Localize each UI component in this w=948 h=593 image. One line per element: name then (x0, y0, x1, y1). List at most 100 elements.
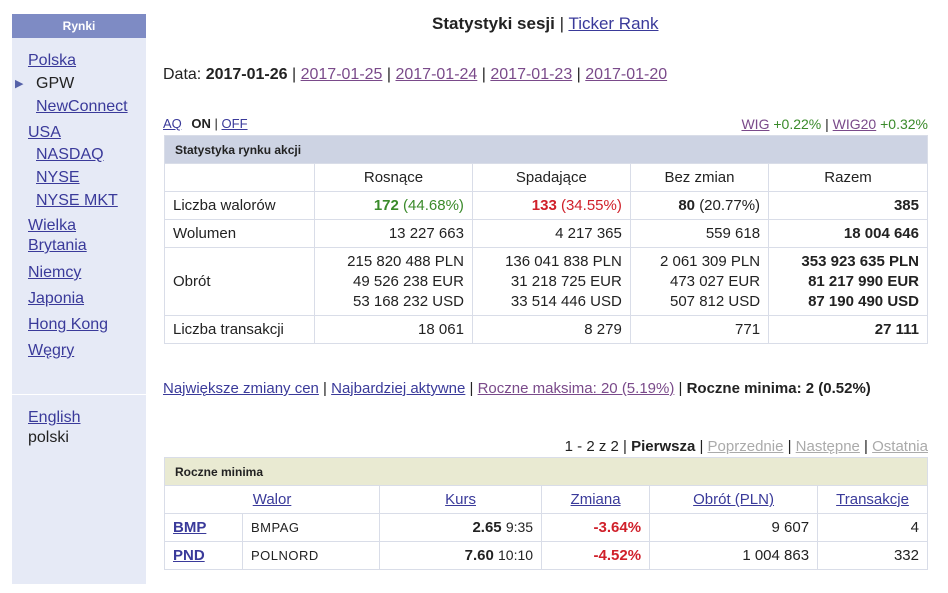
sidebar-item-label: Wielka (28, 217, 77, 234)
row-label: Wolumen (164, 219, 315, 248)
table-row: Obrót 215 820 488 PLN 49 526 238 EUR 53 16… (164, 247, 928, 316)
time: 10:10 (498, 547, 534, 563)
cell-line: 33 514 446 USD (510, 292, 622, 310)
aq-off[interactable]: OFF (221, 116, 248, 131)
table-cell: 4 217 365 (471, 219, 631, 248)
table-cell: 9 607 (649, 513, 819, 542)
row-label: Obrót (164, 247, 315, 316)
cell-line: 507 812 USD (670, 292, 761, 310)
page-title: Statystyki sesji | Ticker Rank (432, 14, 659, 34)
cell-line: 49 526 238 EUR (353, 272, 464, 290)
table-cell: 4 (817, 513, 928, 542)
date-link[interactable]: 2017-01-23 (490, 66, 573, 83)
column-header: Spadające (471, 163, 631, 192)
sidebar-item-nyse[interactable]: NYSE (36, 169, 80, 186)
wig20-link[interactable]: WIG20 (832, 116, 877, 132)
sidebar-item-wielka-brytania[interactable]: Wielka Brytania (28, 216, 87, 256)
wig20-change: +0.32% (880, 116, 928, 132)
active-arrow-icon: ▶ (15, 78, 24, 90)
table-cell: 133 (34.55%) (471, 191, 631, 220)
yearly-min-current: Roczne minima: 2 (0.52%) (686, 380, 871, 397)
table-cell: 7.60 10:10 (379, 541, 543, 570)
column-header: Rosnące (314, 163, 473, 192)
row-label: Liczba walorów (164, 191, 315, 220)
date-link[interactable]: 2017-01-20 (585, 66, 668, 83)
sidebar-item-gpw[interactable]: GPW (36, 75, 75, 92)
table-cell: 559 618 (629, 219, 770, 248)
column-header: Kurs (379, 485, 543, 514)
sidebar-item-niemcy[interactable]: Niemcy (28, 264, 82, 281)
table-cell: 13 227 663 (314, 219, 473, 248)
sidebar-item-japonia[interactable]: Japonia (28, 290, 85, 307)
page-last-link[interactable]: Ostatnia (872, 438, 928, 455)
aq-on[interactable]: ON (191, 116, 211, 131)
column-header: Transakcje (817, 485, 928, 514)
sort-obrot-link[interactable]: Obrót (PLN) (693, 491, 774, 508)
cell-line: 53 168 232 USD (353, 292, 464, 310)
table-cell: 332 (817, 541, 928, 570)
table-header-row: Rosnące Spadające Bez zmian Razem (164, 163, 928, 192)
sidebar-item-wegry[interactable]: Węgry (28, 342, 75, 359)
sort-walor-link[interactable]: Walor (252, 491, 292, 508)
sidebar-item-usa[interactable]: USA (28, 124, 61, 141)
page-prev-link[interactable]: Poprzednie (707, 438, 784, 455)
table-cell: 172 (44.68%) (314, 191, 473, 220)
sidebar-item-nyse-mkt[interactable]: NYSE MKT (36, 192, 118, 209)
ticker-rank-link[interactable]: Ticker Rank (568, 14, 659, 33)
lang-english-link[interactable]: English (28, 409, 81, 426)
table-cell: BMP (164, 513, 243, 542)
ranking-links: Największe zmiany cen | Najbardziej akty… (163, 380, 871, 397)
page-next-link[interactable]: Następne (795, 438, 860, 455)
sidebar-header: Rynki (12, 14, 146, 38)
table-cell: 80 (20.77%) (629, 191, 770, 220)
sidebar-item-nasdaq[interactable]: NASDAQ (36, 146, 104, 163)
stock-name: POLNORD (241, 541, 381, 570)
sort-zmiana-link[interactable]: Zmiana (570, 491, 621, 508)
sidebar-item-hong-kong[interactable]: Hong Kong (28, 316, 109, 333)
table-cell: 215 820 488 PLN 49 526 238 EUR 53 168 232 … (314, 247, 473, 316)
sort-kurs-link[interactable]: Kurs (445, 491, 476, 508)
sort-transakcje-link[interactable]: Transakcje (836, 491, 909, 508)
table-row: PND POLNORD 7.60 10:10 -4.52% 1 004 863 … (164, 541, 928, 570)
table-row: Wolumen 13 227 663 4 217 365 559 618 18 … (164, 219, 928, 248)
index-summary: WIG +0.22% | WIG20 +0.32% (741, 116, 928, 132)
table-header-row: Walor Kurs Zmiana Obrót (PLN) Transakcje (163, 485, 928, 514)
biggest-changes-link[interactable]: Największe zmiany cen (163, 380, 319, 397)
cell-line: 353 923 635 PLN (801, 252, 919, 270)
cell-line: 2 061 309 PLN (659, 252, 761, 270)
yearly-max-link[interactable]: Roczne maksima: 20 (5.19%) (477, 380, 675, 397)
date-link[interactable]: 2017-01-25 (300, 66, 383, 83)
cell-count: 80 (678, 197, 696, 214)
column-header: Bez zmian (629, 163, 770, 192)
sidebar-item-newconnect[interactable]: NewConnect (36, 98, 128, 115)
price: 7.60 (464, 547, 494, 564)
sidebar-divider (12, 394, 146, 395)
column-header: Razem (768, 163, 928, 192)
ticker-link[interactable]: PND (173, 547, 205, 564)
table-caption: Statystyka rynku akcji (164, 135, 928, 164)
sidebar-item-polska[interactable]: Polska (28, 52, 77, 69)
ticker-link[interactable]: BMP (173, 519, 207, 536)
date-link[interactable]: 2017-01-24 (395, 66, 478, 83)
table-cell: 1 004 863 (649, 541, 819, 570)
date-label: Data: (163, 66, 202, 83)
aq-link[interactable]: AQ (163, 116, 182, 131)
title-separator: | (559, 14, 565, 33)
column-header: Walor (163, 485, 381, 514)
table-cell: 771 (629, 315, 770, 344)
pagination: 1 - 2 z 2 | Pierwsza | Poprzednie | Nast… (564, 438, 928, 455)
cell-percent: (20.77%) (699, 197, 761, 214)
wig-link[interactable]: WIG (741, 116, 770, 132)
table-cell: 2 061 309 PLN 473 027 EUR 507 812 USD (629, 247, 770, 316)
date-selector: Data: 2017-01-26 | 2017-01-25 | 2017-01-… (163, 66, 668, 83)
cell-count: 172 (373, 197, 399, 214)
column-header: Zmiana (541, 485, 651, 514)
table-cell: -3.64% (541, 513, 651, 542)
price: 2.65 (472, 519, 502, 536)
time: 9:35 (505, 519, 534, 535)
table-cell: 27 111 (768, 315, 928, 344)
table-cell: 2.65 9:35 (379, 513, 543, 542)
most-active-link[interactable]: Najbardziej aktywne (331, 380, 466, 397)
table-cell: -4.52% (541, 541, 651, 570)
aq-toggle: AQ ON | OFF (163, 116, 248, 131)
